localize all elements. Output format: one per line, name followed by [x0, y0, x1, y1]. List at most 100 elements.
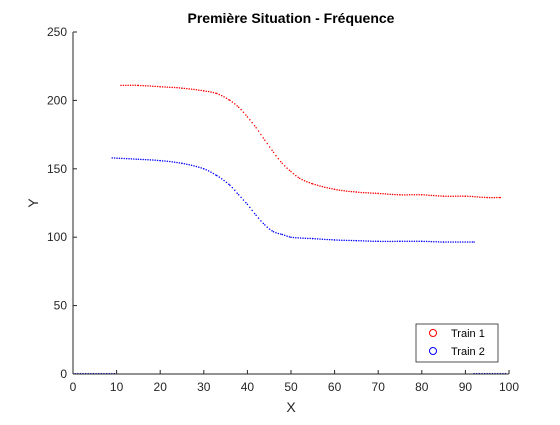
- data-point: [198, 166, 200, 168]
- data-point: [303, 180, 306, 182]
- data-point: [423, 240, 425, 243]
- data-point: [236, 105, 238, 107]
- data-point: [353, 191, 355, 193]
- data-point: [111, 157, 113, 159]
- data-point: [348, 239, 350, 242]
- data-point: [242, 111, 245, 114]
- data-point: [246, 116, 249, 118]
- data-point: [169, 86, 171, 88]
- data-point: [295, 174, 297, 177]
- data-point: [328, 238, 331, 241]
- data-point: [321, 238, 324, 240]
- data-point: [307, 237, 309, 240]
- data-point: [382, 240, 384, 243]
- x-tick-label: 50: [284, 380, 298, 394]
- x-tick-label: 10: [110, 380, 124, 394]
- y-axis-label: Y: [25, 198, 41, 208]
- data-point: [358, 239, 360, 242]
- chart-title: Première Situation - Fréquence: [188, 10, 395, 26]
- data-point: [345, 239, 348, 242]
- data-point: [178, 162, 181, 164]
- data-point: [290, 236, 292, 238]
- data-point: [387, 193, 389, 195]
- data-point: [176, 161, 178, 164]
- data-point: [218, 176, 221, 178]
- data-point: [355, 191, 358, 193]
- data-point: [223, 96, 225, 98]
- data-point: [382, 193, 384, 195]
- x-tick-label: 20: [154, 380, 168, 394]
- data-point: [156, 159, 159, 162]
- data-point: [499, 196, 502, 199]
- data-point: [454, 195, 457, 197]
- data-point: [290, 170, 292, 173]
- data-point: [198, 89, 200, 91]
- data-point: [481, 196, 483, 199]
- data-point: [418, 240, 420, 243]
- data-point: [413, 240, 416, 242]
- legend-entry-train-2: Train 2: [429, 346, 485, 358]
- data-point: [181, 162, 183, 165]
- data-point: [280, 160, 282, 163]
- data-point: [286, 167, 288, 169]
- data-point: [166, 160, 169, 163]
- data-point: [231, 101, 234, 103]
- data-point: [240, 196, 242, 199]
- data-point: [333, 188, 336, 191]
- data-point: [314, 237, 316, 240]
- data-point: [404, 194, 406, 196]
- data-point: [128, 157, 130, 160]
- data-point: [367, 240, 370, 242]
- data-point: [341, 239, 343, 241]
- data-point: [372, 192, 374, 194]
- data-point: [321, 185, 324, 188]
- data-point: [358, 191, 360, 194]
- data-point: [122, 84, 125, 87]
- data-point: [216, 92, 218, 95]
- legend: Train 1 Train 2: [415, 323, 499, 363]
- data-point: [134, 84, 137, 87]
- data-point: [156, 85, 159, 88]
- data-point: [486, 196, 488, 199]
- data-point: [430, 240, 433, 243]
- legend-marker-train-1: [429, 329, 437, 337]
- data-point: [338, 189, 341, 191]
- data-point: [348, 190, 350, 193]
- data-point: [152, 85, 154, 87]
- data-point: [384, 240, 387, 243]
- data-point: [251, 121, 253, 124]
- data-point: [246, 203, 249, 206]
- data-point: [338, 239, 341, 241]
- data-point: [159, 159, 161, 162]
- data-point: [406, 240, 408, 243]
- data-point: [362, 191, 365, 194]
- data-point: [257, 217, 260, 219]
- data-point: [370, 240, 372, 242]
- data-point: [272, 151, 275, 154]
- data-point: [355, 239, 358, 242]
- data-point: [464, 241, 466, 243]
- data-point: [281, 162, 284, 165]
- data-point: [234, 189, 236, 192]
- data-point: [129, 84, 132, 87]
- data-point: [210, 171, 212, 173]
- data-point: [319, 185, 321, 187]
- data-point: [116, 157, 118, 159]
- data-point: [421, 194, 423, 196]
- data-point: [312, 183, 314, 185]
- x-tick-label: 90: [459, 380, 473, 394]
- y-tick-label: 250: [47, 25, 67, 39]
- data-point: [302, 237, 304, 239]
- data-point: [229, 99, 231, 102]
- data-point: [372, 240, 374, 242]
- data-point: [255, 214, 257, 217]
- data-point: [452, 195, 454, 197]
- data-point: [476, 196, 479, 198]
- data-point: [212, 91, 215, 94]
- data-point: [229, 184, 231, 186]
- data-point: [387, 240, 389, 243]
- data-point: [144, 84, 147, 87]
- data-point: [454, 241, 457, 243]
- legend-box: [415, 323, 499, 363]
